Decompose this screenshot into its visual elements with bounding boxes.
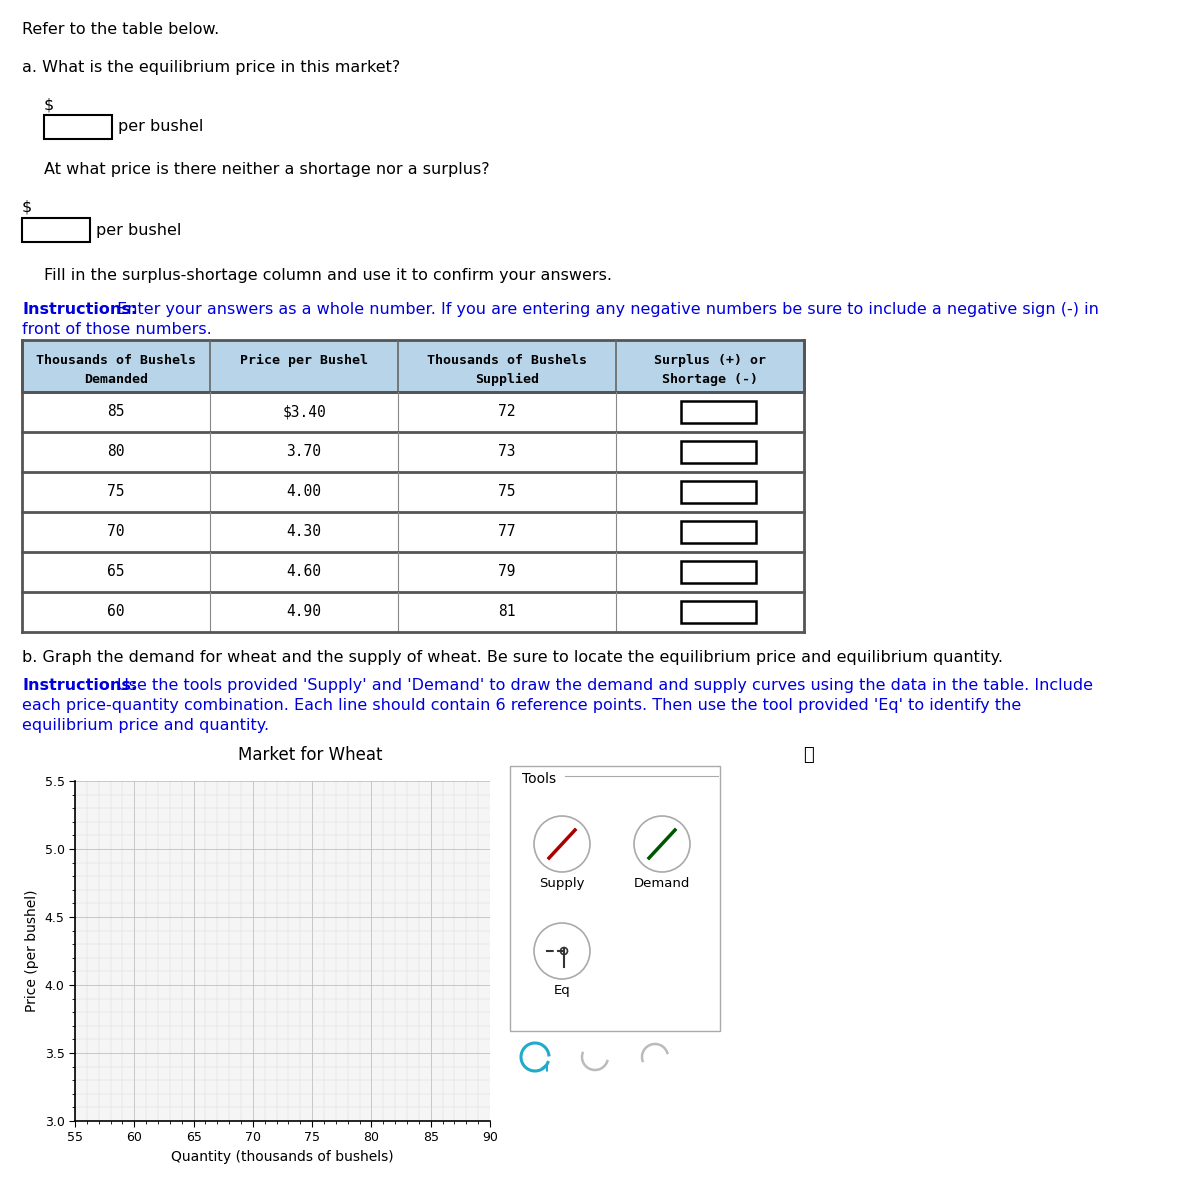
Bar <box>22 340 804 392</box>
Text: Tools: Tools <box>522 772 556 786</box>
Text: 80: 80 <box>107 444 125 460</box>
Text: ⓘ: ⓘ <box>803 746 814 764</box>
Text: $: $ <box>44 98 54 113</box>
Text: a. What is the equilibrium price in this market?: a. What is the equilibrium price in this… <box>22 60 401 75</box>
Text: Shortage (-): Shortage (-) <box>662 373 758 386</box>
Bar <box>22 218 90 242</box>
Text: 3.70: 3.70 <box>287 444 322 460</box>
Text: each price-quantity combination. Each line should contain 6 reference points. Th: each price-quantity combination. Each li… <box>22 698 1021 713</box>
Text: Instructions:: Instructions: <box>22 302 137 317</box>
Text: At what price is there neither a shortage nor a surplus?: At what price is there neither a shortag… <box>44 162 490 177</box>
Text: 75: 75 <box>498 484 516 500</box>
Text: Use the tools provided 'Supply' and 'Demand' to draw the demand and supply curve: Use the tools provided 'Supply' and 'Dem… <box>112 678 1093 692</box>
Text: Fill in the surplus-shortage column and use it to confirm your answers.: Fill in the surplus-shortage column and … <box>44 268 612 283</box>
Y-axis label: Price (per bushel): Price (per bushel) <box>25 890 40 1012</box>
Text: Market for Wheat: Market for Wheat <box>238 746 383 764</box>
Text: $3.40: $3.40 <box>282 405 326 419</box>
Text: 85: 85 <box>107 405 125 419</box>
Text: b. Graph the demand for wheat and the supply of wheat. Be sure to locate the equ: b. Graph the demand for wheat and the su… <box>22 651 1003 665</box>
Text: front of those numbers.: front of those numbers. <box>22 322 211 337</box>
Text: Supply: Supply <box>539 877 584 890</box>
Text: 75: 75 <box>107 484 125 500</box>
Text: Supplied: Supplied <box>475 373 539 386</box>
Text: 4.00: 4.00 <box>287 484 322 500</box>
Text: 4.30: 4.30 <box>287 525 322 539</box>
Text: per bushel: per bushel <box>96 223 181 237</box>
Text: Eq: Eq <box>553 984 570 997</box>
Text: per bushel: per bushel <box>118 120 203 134</box>
Text: Instructions:: Instructions: <box>22 678 137 692</box>
Bar <box>680 482 756 503</box>
Bar <box>680 561 756 583</box>
Bar <box>22 340 804 392</box>
Text: 79: 79 <box>498 564 516 580</box>
Text: Demanded: Demanded <box>84 373 148 386</box>
X-axis label: Quantity (thousands of bushels): Quantity (thousands of bushels) <box>172 1150 394 1164</box>
Text: 4.60: 4.60 <box>287 564 322 580</box>
Bar <box>680 601 756 623</box>
Text: Thousands of Bushels: Thousands of Bushels <box>36 353 196 367</box>
Text: Price per Bushel: Price per Bushel <box>240 353 368 367</box>
Bar <box>680 521 756 543</box>
Bar <box>44 115 112 139</box>
Text: Enter your answers as a whole number. If you are entering any negative numbers b: Enter your answers as a whole number. If… <box>112 302 1099 317</box>
Text: 77: 77 <box>498 525 516 539</box>
Bar <box>680 401 756 423</box>
Text: 81: 81 <box>498 605 516 619</box>
Text: $: $ <box>22 200 32 214</box>
Text: Refer to the table below.: Refer to the table below. <box>22 22 220 37</box>
Text: 70: 70 <box>107 525 125 539</box>
Text: 4.90: 4.90 <box>287 605 322 619</box>
Text: 65: 65 <box>107 564 125 580</box>
Text: 60: 60 <box>107 605 125 619</box>
Text: 72: 72 <box>498 405 516 419</box>
Bar <box>510 766 720 1031</box>
Bar <box>680 441 756 462</box>
Text: equilibrium price and quantity.: equilibrium price and quantity. <box>22 718 269 733</box>
Text: Thousands of Bushels: Thousands of Bushels <box>427 353 587 367</box>
Text: Surplus (+) or: Surplus (+) or <box>654 353 766 367</box>
Text: 73: 73 <box>498 444 516 460</box>
Text: Demand: Demand <box>634 877 690 890</box>
